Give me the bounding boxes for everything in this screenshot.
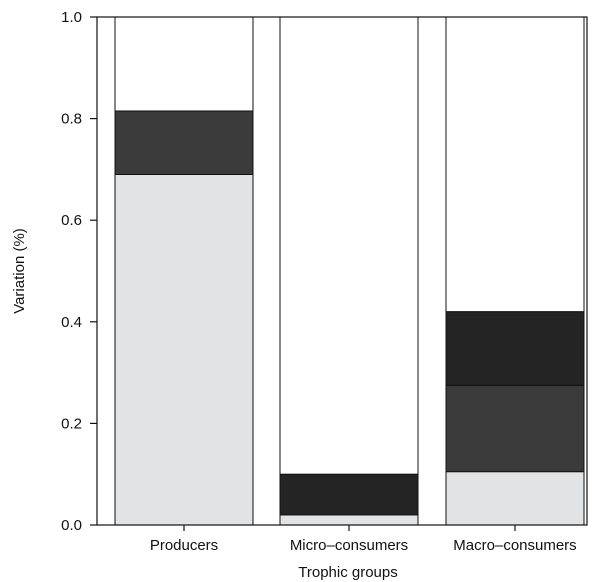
y-tick-label: 0.0 <box>61 517 82 534</box>
y-tick-label: 1.0 <box>61 9 82 26</box>
x-category-label: Micro–consumers <box>290 537 408 554</box>
bar-segment-1-3 <box>279 16 419 475</box>
bar-segment-0-1 <box>114 110 254 175</box>
y-tick-label: 0.2 <box>61 415 82 432</box>
bar-segment-2-3 <box>445 16 585 313</box>
y-axis-title: Variation (%) <box>11 228 28 314</box>
y-tick-label: 0.8 <box>61 111 82 128</box>
x-category-label: Producers <box>150 537 218 554</box>
bar-segment-1-0 <box>279 514 419 526</box>
bar-segment-0-0 <box>114 173 254 526</box>
x-axis: Producers Micro–consumers Macro–consumers <box>150 525 577 554</box>
x-category-label: Macro–consumers <box>453 537 576 554</box>
bar-segment-0-3 <box>114 16 254 112</box>
bar-segment-1-2 <box>279 473 419 516</box>
x-axis-title: Trophic groups <box>298 564 398 581</box>
y-tick-label: 0.4 <box>61 314 82 331</box>
y-tick-label: 0.6 <box>61 212 82 229</box>
plot-frame <box>96 16 588 526</box>
bar-segment-2-2 <box>445 311 585 386</box>
bar-segment-2-0 <box>445 471 585 526</box>
bar-segments <box>114 16 585 526</box>
y-axis: 0.0 0.2 0.4 0.6 0.8 1.0 <box>61 9 97 534</box>
bar-segment-2-1 <box>445 384 585 473</box>
